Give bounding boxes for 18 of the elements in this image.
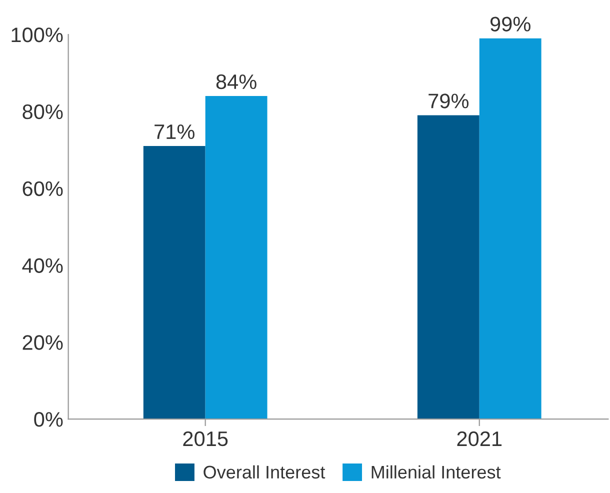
bar	[143, 146, 206, 420]
bar	[417, 115, 480, 420]
bar	[479, 38, 542, 420]
y-tick-label: 40%	[22, 258, 63, 273]
y-tick-label: 100%	[12, 28, 63, 42]
x-tick-label: 2015	[183, 431, 228, 446]
data-label: 84%	[216, 74, 256, 90]
data-label: 79%	[428, 94, 469, 108]
x-tick-label: 2021	[457, 431, 502, 446]
bar	[205, 96, 268, 420]
y-tick-label: 80%	[22, 104, 63, 120]
legend-label: Overall Interest	[204, 465, 326, 479]
legend-label: Millenial Interest	[372, 465, 501, 479]
y-tick-label: 60%	[22, 181, 63, 196]
y-tick-label: 20%	[22, 335, 63, 350]
y-tick-label: 0%	[34, 412, 63, 427]
data-label: 71%	[154, 124, 194, 140]
data-label: 99%	[490, 16, 530, 32]
